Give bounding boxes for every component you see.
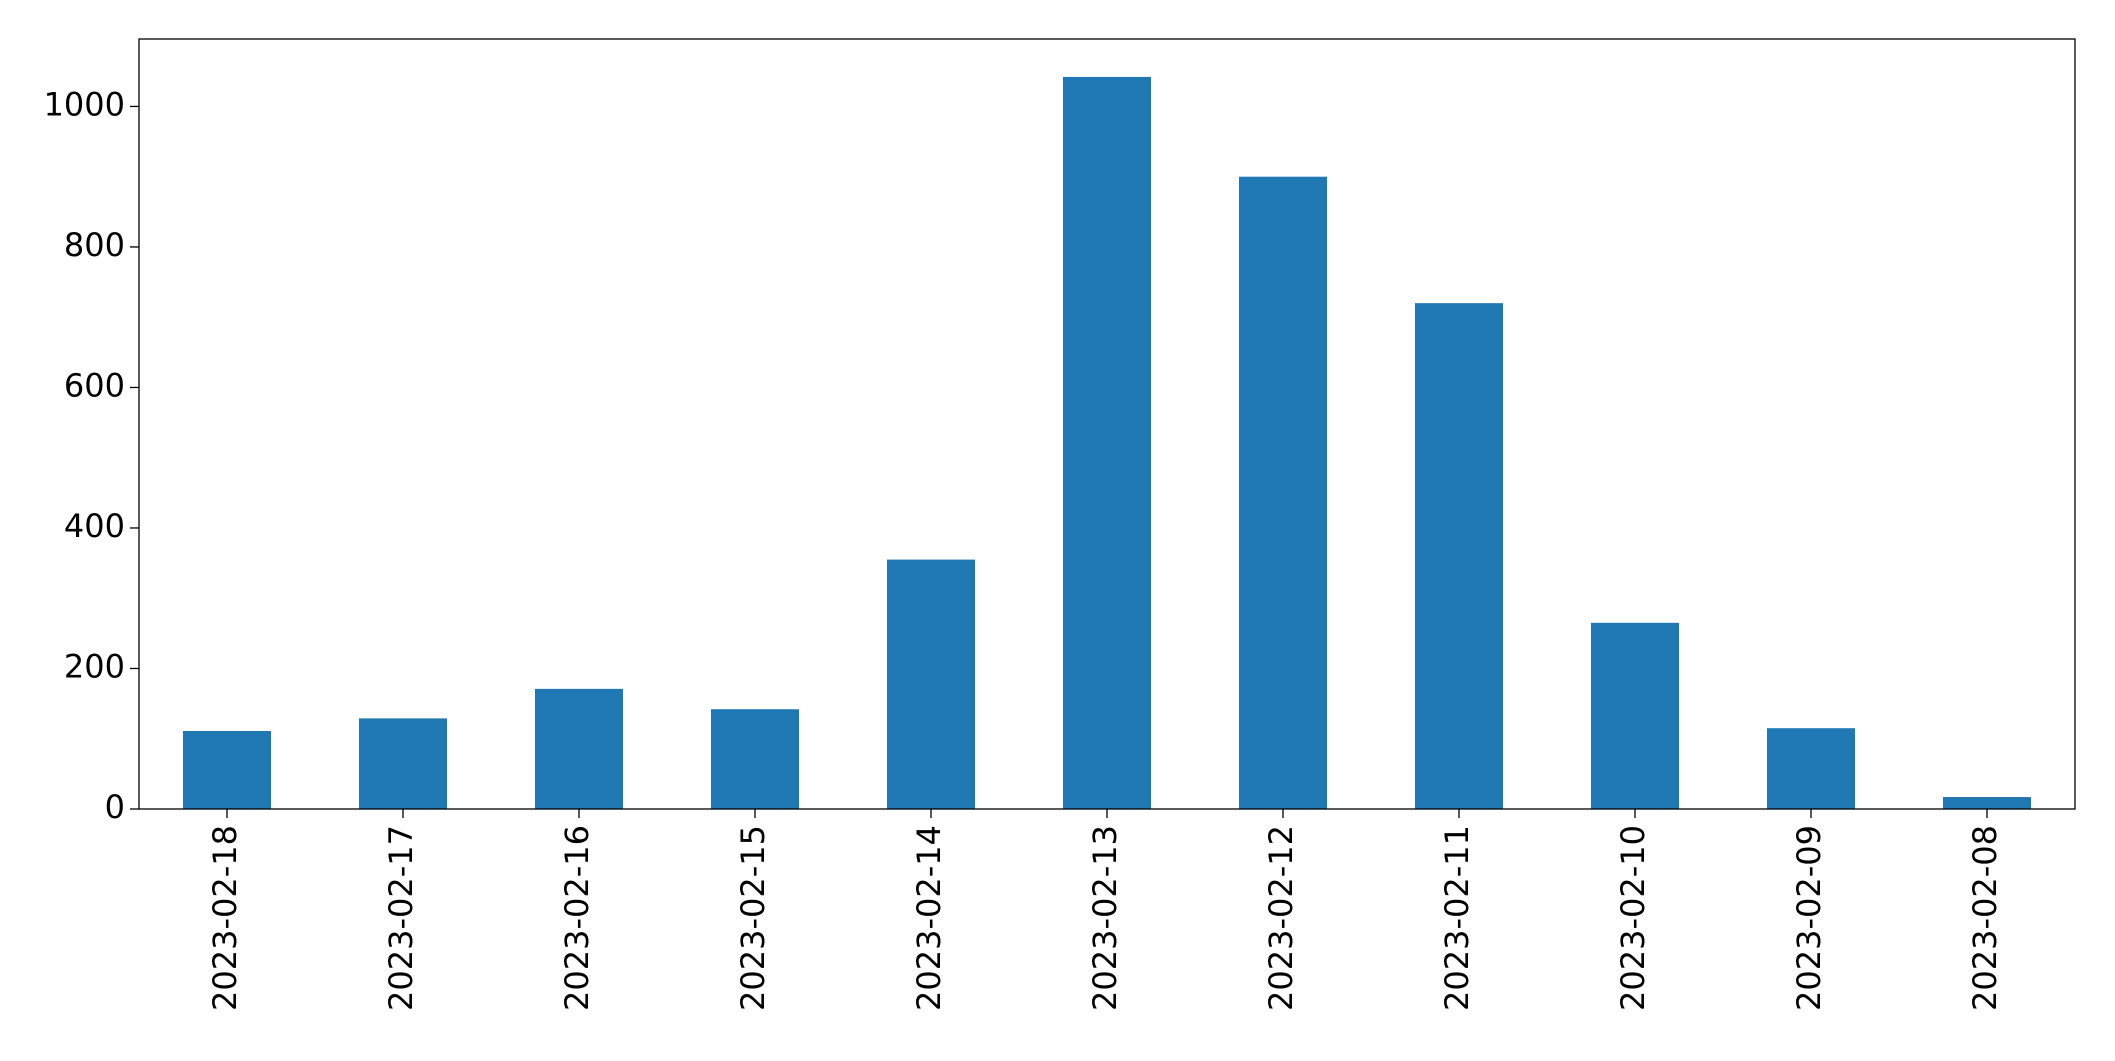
bar <box>359 718 447 809</box>
x-tick-label: 2023-02-12 <box>1262 825 1300 1011</box>
x-tick-label: 2023-02-18 <box>206 825 244 1011</box>
plot-frame <box>138 38 2076 810</box>
y-tick-label: 600 <box>64 366 125 404</box>
x-tick-label: 2023-02-08 <box>1966 825 2004 1011</box>
x-tick-label: 2023-02-16 <box>558 825 596 1011</box>
x-tick-label: 2023-02-11 <box>1438 825 1476 1011</box>
bar <box>535 688 623 809</box>
bar <box>1943 797 2031 809</box>
x-tick-label: 2023-02-17 <box>382 825 420 1011</box>
x-tick-label: 2023-02-15 <box>734 825 772 1011</box>
x-tick-label: 2023-02-13 <box>1086 825 1124 1011</box>
bar <box>1415 303 1503 809</box>
bar <box>1063 76 1151 809</box>
bar <box>1767 728 1855 809</box>
bar <box>1591 622 1679 809</box>
bar <box>711 709 799 809</box>
x-tick-label: 2023-02-14 <box>910 825 948 1011</box>
bar <box>887 559 975 809</box>
y-tick-label: 0 <box>105 788 125 826</box>
bar <box>183 731 271 809</box>
y-tick-label: 1000 <box>44 85 125 123</box>
y-tick-label: 400 <box>64 507 125 545</box>
x-tick-label: 2023-02-10 <box>1614 825 1652 1011</box>
y-tick-label: 200 <box>64 647 125 685</box>
bar <box>1239 176 1327 809</box>
x-tick-label: 2023-02-09 <box>1790 825 1828 1011</box>
y-tick-label: 800 <box>64 226 125 264</box>
